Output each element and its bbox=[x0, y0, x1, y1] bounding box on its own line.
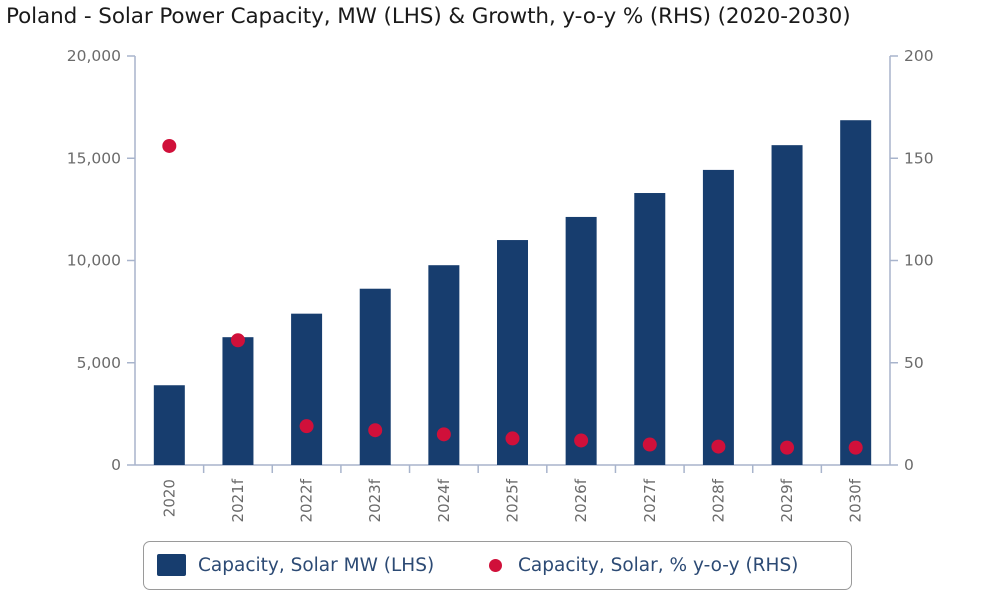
legend-label-growth-pct: Capacity, Solar, % y-o-y (RHS) bbox=[518, 554, 799, 576]
x-tick-label-2021f: 2021f bbox=[229, 478, 247, 522]
right-tick-label: 50 bbox=[904, 354, 924, 372]
dot-2030f bbox=[848, 440, 863, 455]
legend-item-capacity-mw: Capacity, Solar MW (LHS) bbox=[157, 542, 434, 588]
left-tick-label: 20,000 bbox=[67, 47, 121, 65]
left-tick-label: 5,000 bbox=[77, 354, 121, 372]
left-tick-label: 15,000 bbox=[67, 149, 121, 167]
left-tick-label: 10,000 bbox=[67, 252, 121, 270]
bar-2029f bbox=[771, 145, 803, 466]
legend-label-capacity-mw: Capacity, Solar MW (LHS) bbox=[198, 554, 435, 576]
bar-2030f bbox=[840, 120, 872, 465]
dot-2026f bbox=[574, 433, 589, 448]
right-tick-label: 200 bbox=[904, 47, 934, 65]
dot-2029f bbox=[780, 440, 795, 455]
chart-title: Poland - Solar Power Capacity, MW (LHS) … bbox=[6, 4, 851, 29]
dot-2021f bbox=[230, 333, 245, 348]
x-tick-label-2029f: 2029f bbox=[778, 478, 796, 522]
legend-swatch-bar bbox=[157, 554, 186, 576]
bar-2027f bbox=[634, 193, 666, 465]
x-tick-label-2027f: 2027f bbox=[641, 478, 659, 522]
dot-2028f bbox=[711, 439, 726, 454]
legend-swatch-dot bbox=[489, 558, 502, 572]
legend-item-growth-pct: Capacity, Solar, % y-o-y (RHS) bbox=[489, 542, 798, 588]
left-tick-label: 0 bbox=[111, 456, 121, 474]
dot-2027f bbox=[642, 437, 657, 452]
dot-2025f bbox=[505, 431, 520, 446]
x-tick-label-2024f: 2024f bbox=[435, 478, 453, 522]
bar-2021f bbox=[222, 337, 254, 465]
bar-2022f bbox=[291, 313, 323, 465]
bar-2026f bbox=[565, 216, 597, 465]
dot-2022f bbox=[299, 419, 314, 434]
right-tick-label: 100 bbox=[904, 252, 934, 270]
chart-legend: Capacity, Solar MW (LHS) Capacity, Solar… bbox=[143, 541, 852, 590]
right-tick-label: 150 bbox=[904, 149, 934, 167]
x-tick-label-2020: 2020 bbox=[160, 479, 178, 517]
dot-2024f bbox=[436, 427, 451, 442]
x-tick-label-2022f: 2022f bbox=[298, 478, 316, 522]
dot-2023f bbox=[368, 423, 383, 438]
x-tick-label-2023f: 2023f bbox=[366, 478, 384, 522]
bar-2020 bbox=[153, 385, 185, 465]
x-tick-label-2025f: 2025f bbox=[504, 478, 522, 522]
bar-2028f bbox=[702, 169, 734, 465]
x-tick-label-2026f: 2026f bbox=[572, 478, 590, 522]
x-tick-label-2030f: 2030f bbox=[847, 478, 865, 522]
x-tick-label-2028f: 2028f bbox=[709, 478, 727, 522]
bar-2025f bbox=[497, 240, 528, 465]
bar-2023f bbox=[359, 288, 391, 465]
right-tick-label: 0 bbox=[904, 456, 914, 474]
chart-plot: 0 5,000 10,000 15,000 20,000 0 50 100 150 200 2020… bbox=[67, 47, 934, 522]
dot-2020 bbox=[162, 138, 177, 153]
